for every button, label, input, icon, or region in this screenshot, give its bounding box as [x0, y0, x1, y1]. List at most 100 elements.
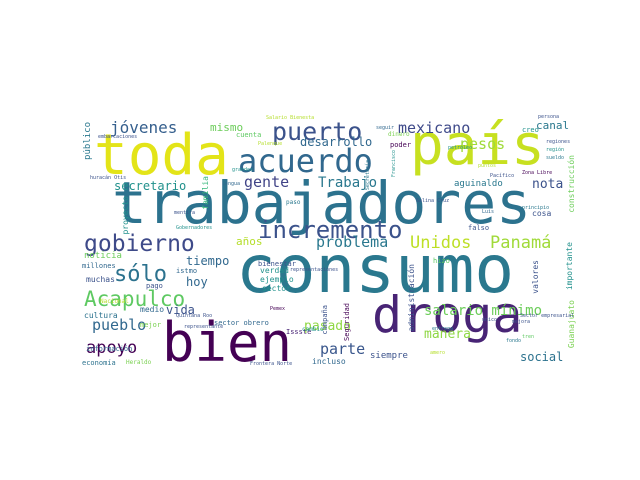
- word: Luis: [482, 209, 495, 215]
- word: pueblo: [92, 316, 147, 334]
- word: apoyo: [86, 338, 138, 358]
- word: región: [546, 147, 565, 153]
- word: poder: [390, 141, 412, 149]
- word: Salario Bienesta: [266, 115, 315, 121]
- word: regiones: [546, 139, 571, 145]
- word: sector obrero: [214, 319, 269, 327]
- word: Zona Libre: [522, 170, 553, 176]
- word: nota: [532, 177, 564, 192]
- word: embarcaciones: [98, 134, 138, 140]
- word: Heraldo: [126, 359, 152, 366]
- word: jóvenes: [110, 118, 178, 137]
- word: Lengua: [222, 181, 241, 187]
- word: Pacífico: [490, 173, 515, 179]
- word: Seguridad: [343, 303, 351, 341]
- word: Guanajuato: [567, 300, 576, 349]
- word: creo: [522, 126, 539, 134]
- word: entrega: [432, 326, 454, 332]
- word: consumo: [236, 231, 515, 308]
- word: Trabajo: [318, 175, 378, 191]
- word: representante: [184, 324, 224, 330]
- word: mejora: [512, 319, 531, 325]
- word: seguir: [376, 125, 395, 131]
- word: mejor: [140, 321, 162, 329]
- word: sólo: [114, 262, 167, 287]
- word: gente: [244, 173, 290, 191]
- word: pago: [146, 282, 163, 290]
- word: Sector empresarial: [520, 313, 575, 319]
- word: importante: [565, 242, 574, 291]
- word: Issste: [286, 328, 312, 336]
- word: problema: [316, 233, 389, 251]
- word: acuerdo: [238, 142, 373, 180]
- word: cambio: [302, 326, 324, 333]
- word: familia: [201, 176, 210, 210]
- word: tiempo: [186, 254, 230, 268]
- word: vida: [166, 303, 195, 317]
- word: medio: [140, 305, 165, 314]
- word: paso: [286, 199, 301, 206]
- word: bien: [162, 311, 293, 374]
- word: Panamá: [490, 233, 552, 253]
- word: verdad: [260, 266, 289, 275]
- word: toda: [94, 123, 229, 188]
- word: trabajadores: [112, 169, 532, 237]
- word: construcción: [567, 155, 576, 213]
- word: Gobernadores: [176, 225, 213, 231]
- word: fondo: [506, 338, 522, 344]
- word: puerto: [272, 117, 363, 146]
- word: Quintana Roo: [176, 313, 213, 319]
- word: incluso: [312, 357, 346, 366]
- word: canal: [536, 119, 570, 132]
- word: Acapulco: [84, 287, 186, 311]
- word: amero: [430, 350, 446, 356]
- word: mentira: [174, 210, 196, 216]
- word: salario mínimo: [424, 303, 543, 319]
- word: cultura: [84, 311, 118, 320]
- word: droga: [372, 286, 523, 344]
- word: hoy: [186, 275, 208, 289]
- word: secretario: [114, 179, 187, 193]
- word: dinero: [388, 131, 410, 138]
- word: administración: [407, 264, 416, 332]
- word: incremento: [258, 216, 403, 244]
- word: cuenta: [236, 131, 262, 139]
- word: país: [410, 113, 545, 178]
- word: manera: [424, 327, 471, 342]
- word: puntos: [478, 163, 497, 169]
- word: público: [83, 122, 93, 160]
- word: gobierno: [84, 231, 195, 257]
- word: ejemplo: [260, 275, 294, 284]
- word: mexicano: [398, 119, 471, 137]
- word: desarrollo: [300, 135, 373, 149]
- word: sector: [262, 284, 291, 293]
- word: hizo: [433, 257, 450, 265]
- word: economía: [82, 359, 116, 367]
- word: años: [236, 235, 263, 248]
- word: Unidos: [410, 233, 472, 253]
- word: único: [482, 317, 498, 323]
- word: social: [520, 350, 564, 364]
- word: aguinaldo: [454, 179, 503, 189]
- word: Frontera Norte: [250, 361, 293, 367]
- word: parte: [320, 340, 366, 358]
- word: persona: [538, 114, 560, 120]
- word: Pemex: [270, 306, 286, 312]
- word: Nacional: [100, 298, 129, 305]
- word: Palenque: [258, 141, 283, 147]
- word: cosa: [532, 209, 552, 218]
- word: petróleo: [448, 145, 473, 151]
- word: grandes: [232, 167, 254, 173]
- word: proyecto: [121, 196, 130, 235]
- word: mismo: [210, 121, 244, 134]
- word: pesos: [460, 135, 506, 153]
- word: tren: [522, 334, 535, 340]
- word: Salina Cruz: [416, 198, 450, 204]
- word: valores: [531, 260, 540, 294]
- word: huracán Otis: [90, 175, 127, 181]
- word: noticia: [84, 251, 122, 261]
- word: millones: [82, 262, 116, 270]
- word: representaciones: [290, 267, 339, 273]
- word: principio: [522, 205, 550, 211]
